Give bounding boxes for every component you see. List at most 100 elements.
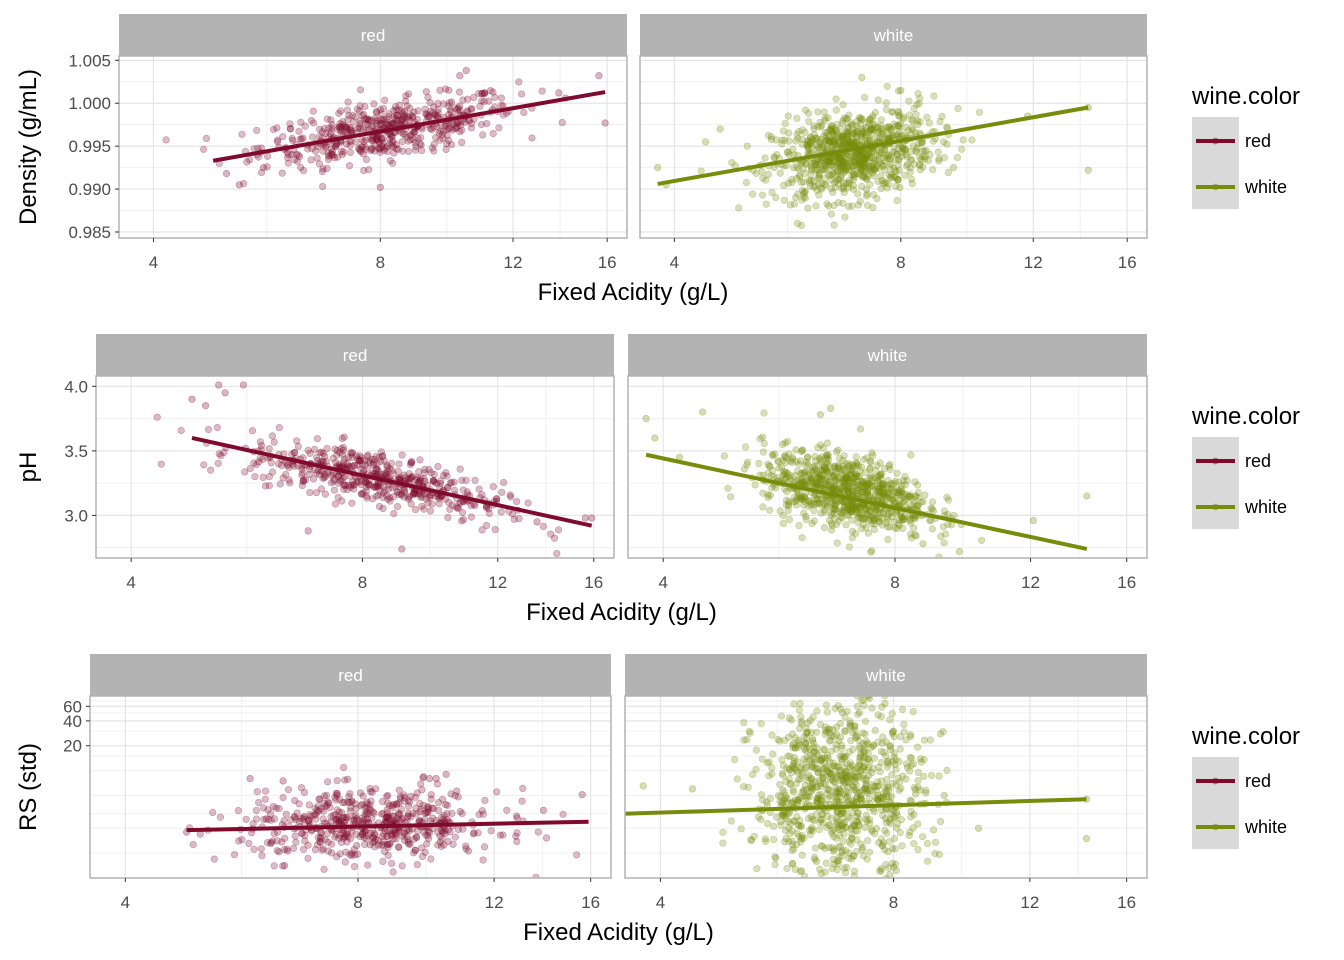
data-point — [828, 485, 836, 493]
data-point — [833, 796, 841, 804]
data-point — [906, 164, 915, 172]
data-point — [352, 452, 361, 460]
data-point — [783, 794, 791, 803]
data-point — [798, 769, 807, 777]
data-point — [882, 519, 891, 527]
data-point — [898, 705, 907, 714]
data-point — [353, 455, 362, 463]
data-point — [848, 487, 856, 496]
data-point — [849, 478, 858, 486]
data-point — [373, 483, 382, 491]
data-point — [458, 809, 466, 818]
data-point — [884, 490, 892, 498]
data-point — [479, 131, 487, 139]
data-point — [796, 173, 804, 181]
data-point — [814, 481, 822, 489]
data-point — [328, 849, 336, 857]
data-point — [297, 784, 306, 792]
data-point — [907, 495, 916, 503]
data-point — [834, 474, 843, 483]
data-point — [811, 764, 819, 772]
data-point — [847, 737, 855, 745]
data-point — [896, 732, 904, 741]
data-point — [279, 793, 287, 802]
data-point — [299, 477, 307, 486]
data-point — [878, 176, 886, 185]
data-point — [519, 784, 527, 793]
data-point — [870, 889, 877, 896]
data-point — [879, 129, 887, 137]
data-point — [325, 799, 333, 807]
data-point — [851, 826, 860, 835]
data-point — [752, 746, 761, 754]
data-point — [854, 809, 862, 818]
data-point — [312, 815, 320, 823]
data-point — [358, 814, 366, 822]
data-point — [477, 120, 486, 129]
data-point — [363, 800, 371, 808]
data-point — [841, 165, 849, 173]
data-point — [831, 138, 839, 146]
data-point — [854, 472, 862, 481]
data-point — [841, 727, 849, 736]
data-point — [844, 916, 851, 923]
data-point — [843, 511, 851, 519]
data-point — [848, 762, 856, 770]
data-point — [843, 140, 852, 148]
data-point — [275, 460, 283, 468]
data-point — [388, 142, 396, 150]
data-point — [447, 108, 455, 116]
data-point — [840, 830, 848, 838]
data-point — [879, 789, 888, 797]
data-point — [769, 473, 778, 481]
data-point — [823, 459, 832, 467]
data-point — [429, 477, 438, 485]
data-point — [312, 489, 321, 497]
data-point — [439, 100, 448, 108]
data-point — [795, 128, 803, 136]
x-tick-label: 8 — [889, 893, 898, 912]
data-point — [939, 523, 948, 531]
data-point — [414, 134, 422, 143]
legend-label-red: red — [1245, 771, 1271, 791]
data-point — [884, 523, 892, 531]
panel-border — [118, 55, 628, 239]
data-point — [836, 831, 844, 839]
data-point — [383, 120, 392, 129]
data-point — [831, 505, 839, 513]
data-point — [908, 126, 917, 134]
data-point — [238, 130, 246, 138]
data-point — [435, 495, 443, 503]
data-point — [833, 857, 841, 865]
data-point — [372, 785, 380, 793]
data-point — [816, 475, 824, 483]
data-point — [390, 509, 398, 518]
data-point — [424, 805, 433, 813]
data-point — [862, 488, 870, 496]
data-point — [845, 506, 853, 514]
data-point — [341, 833, 349, 841]
data-point — [822, 701, 831, 709]
data-point — [875, 149, 884, 157]
data-point — [392, 111, 400, 119]
data-point — [804, 109, 813, 117]
data-point — [853, 893, 860, 900]
data-point — [404, 796, 412, 805]
data-point — [806, 182, 815, 190]
data-point — [298, 471, 306, 479]
data-point — [424, 113, 432, 121]
data-point — [897, 784, 905, 793]
data-point — [412, 833, 420, 841]
data-point — [588, 514, 596, 522]
data-point — [877, 172, 885, 180]
data-point — [863, 454, 871, 462]
data-point — [892, 756, 900, 764]
data-point — [372, 492, 381, 500]
data-point — [383, 461, 391, 470]
data-point — [398, 138, 406, 146]
data-point — [508, 510, 517, 518]
data-point — [480, 89, 489, 97]
data-point — [455, 88, 464, 96]
data-point — [371, 831, 379, 839]
data-point — [857, 151, 865, 159]
